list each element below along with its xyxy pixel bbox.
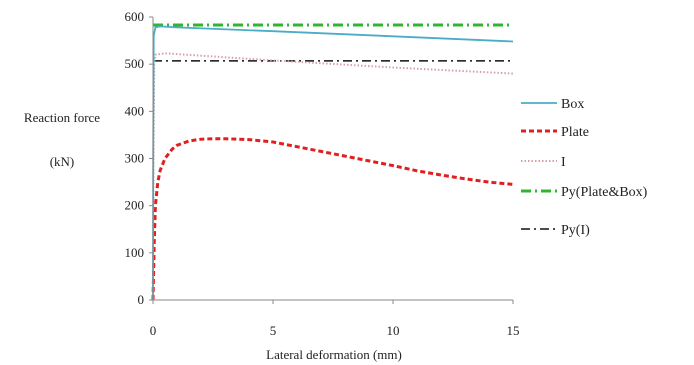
legend-label-plate: Plate [561,125,589,140]
x-axis-title: Lateral deformation (mm) [266,347,402,362]
y-tick-label: 0 [138,292,145,307]
legend: Box Plate I Py(Plate&Box) Py(I) [521,97,648,238]
x-tick-label: 5 [270,323,277,338]
x-tick-label: 0 [150,323,157,338]
y-tick-label: 300 [125,151,145,166]
y-tick-label: 200 [125,198,145,213]
series-line-plate [151,137,514,301]
y-tick-label: 100 [125,245,145,260]
x-ticks: 0 5 10 15 [150,300,520,338]
y-axis-unit: (kN) [50,154,75,169]
axes [152,17,513,301]
y-tick-label: 600 [125,9,145,24]
y-ticks: 0 100 200 300 400 500 600 [125,9,153,307]
x-tick-label: 10 [387,323,400,338]
x-tick-label: 15 [507,323,520,338]
series-line-box [152,25,514,301]
legend-label-py-plate-box: Py(Plate&Box) [561,185,648,200]
y-axis-title: Reaction force [24,110,100,125]
legend-label-i: I [561,155,566,170]
legend-label-py-i: Py(I) [561,223,590,238]
legend-label-box: Box [561,97,584,112]
y-tick-label: 400 [125,103,145,118]
series-line-i [152,52,514,301]
y-tick-label: 500 [125,56,145,71]
plot-area [151,23,514,301]
